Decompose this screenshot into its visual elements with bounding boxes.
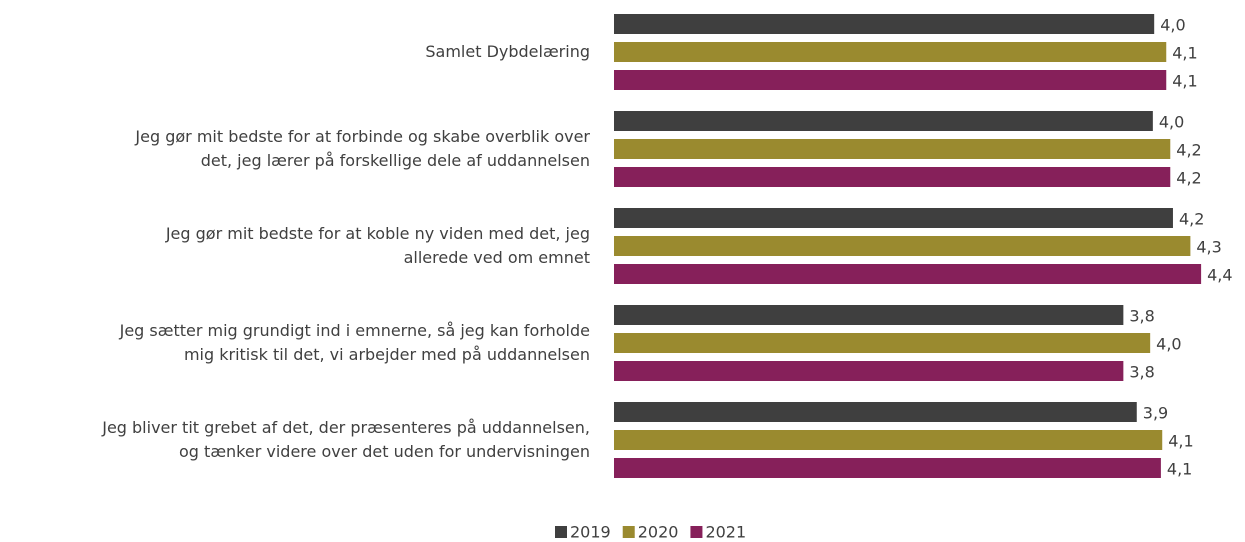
bar — [614, 139, 1171, 159]
category-label: Jeg sætter mig grundigt ind i emnerne, s… — [119, 321, 590, 364]
bar — [614, 208, 1173, 228]
bar — [614, 14, 1155, 34]
category-label: Jeg gør mit bedste for at forbinde og sk… — [135, 127, 590, 170]
value-label: 4,1 — [1168, 432, 1193, 451]
value-label: 4,2 — [1179, 210, 1204, 229]
bar — [614, 333, 1151, 353]
bar — [614, 458, 1161, 478]
value-label: 4,1 — [1172, 72, 1197, 91]
category-label: Samlet Dybdelæring — [425, 42, 590, 61]
category-label: Jeg bliver tit grebet af det, der præsen… — [102, 418, 590, 461]
legend-label: 2020 — [638, 523, 679, 542]
legend-swatch — [622, 526, 635, 538]
value-label: 3,8 — [1129, 307, 1154, 326]
bar — [614, 70, 1167, 90]
value-label: 4,1 — [1167, 460, 1192, 479]
value-label: 4,2 — [1176, 141, 1201, 160]
value-label: 3,9 — [1143, 404, 1168, 423]
category-label: Jeg gør mit bedste for at koble ny viden… — [165, 224, 590, 267]
value-label: 4,0 — [1160, 16, 1185, 35]
bar — [614, 167, 1171, 187]
bar — [614, 430, 1163, 450]
bar — [614, 361, 1124, 381]
legend-label: 2021 — [705, 523, 746, 542]
legend-swatch — [555, 526, 567, 538]
value-label: 4,4 — [1207, 266, 1232, 285]
value-label: 3,8 — [1129, 363, 1154, 382]
legend-label: 2019 — [570, 523, 611, 542]
bar — [614, 236, 1191, 256]
bar — [614, 264, 1202, 284]
bar — [614, 42, 1167, 62]
value-label: 4,1 — [1172, 44, 1197, 63]
value-label: 4,3 — [1196, 238, 1221, 257]
value-label: 4,0 — [1159, 113, 1184, 132]
value-label: 4,2 — [1176, 169, 1201, 188]
value-label: 4,0 — [1156, 335, 1181, 354]
bar — [614, 305, 1124, 325]
legend-swatch — [690, 526, 703, 538]
bar — [614, 402, 1137, 422]
bar — [614, 111, 1153, 131]
